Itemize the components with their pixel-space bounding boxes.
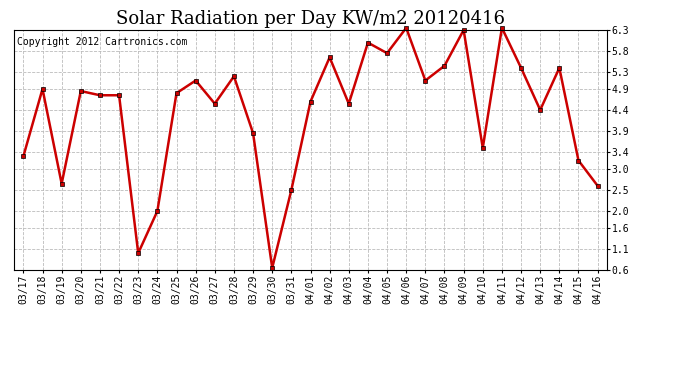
Title: Solar Radiation per Day KW/m2 20120416: Solar Radiation per Day KW/m2 20120416 <box>116 10 505 28</box>
Text: Copyright 2012 Cartronics.com: Copyright 2012 Cartronics.com <box>17 37 187 47</box>
